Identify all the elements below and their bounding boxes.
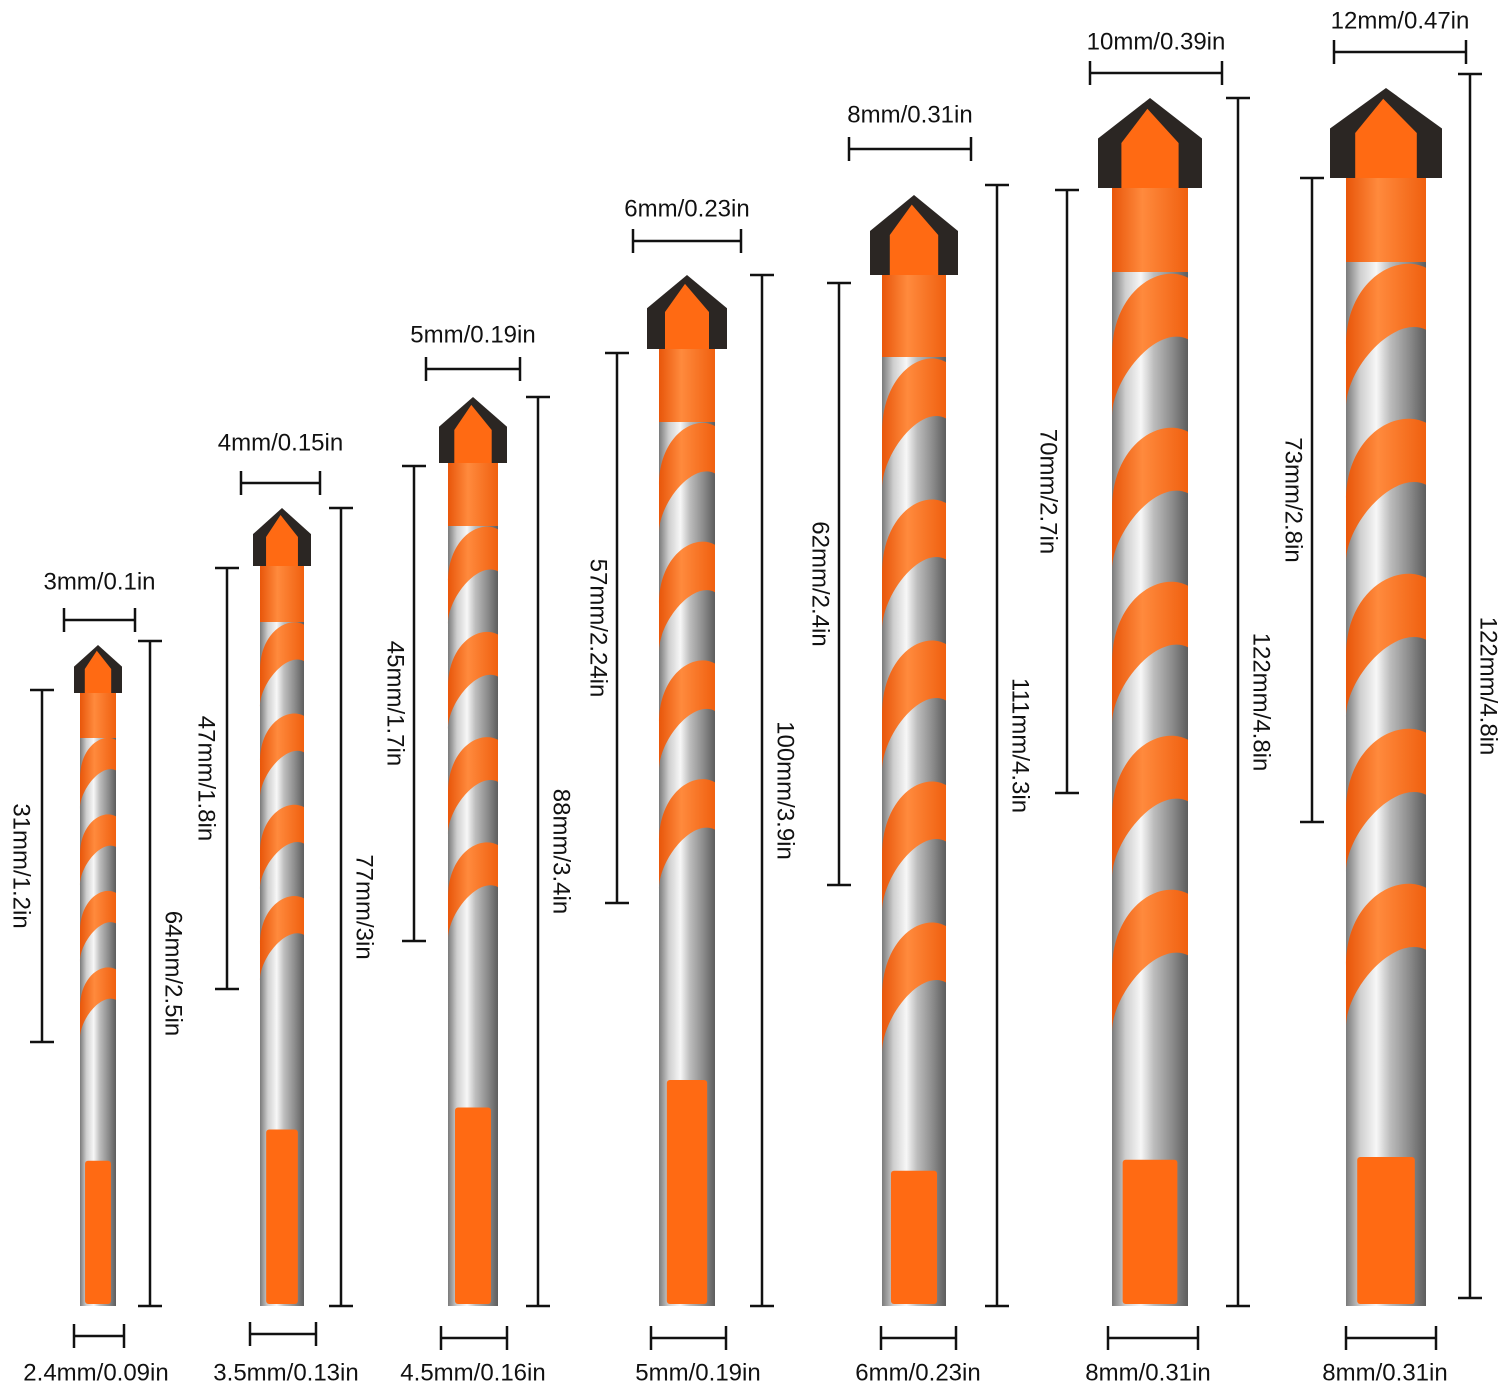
shank-diameter-label: 8mm/0.31in xyxy=(1322,1359,1447,1386)
drill-bit-6: 10mm/0.39in 70mm/2.7in 122mm/4.8in 8mm/0.31… xyxy=(1035,28,1275,1386)
shank-diameter-label: 6mm/0.23in xyxy=(855,1359,980,1386)
bit-flute-band xyxy=(1112,581,1188,725)
shank-flat xyxy=(266,1129,298,1304)
shank-flat xyxy=(85,1160,111,1304)
tip-orange-face xyxy=(266,514,298,566)
flute-length-label: 70mm/2.7in xyxy=(1035,429,1062,554)
shank-flat xyxy=(1122,1159,1178,1304)
shank-diameter-label: 8mm/0.31in xyxy=(1085,1359,1210,1386)
bit-neck xyxy=(80,685,116,738)
total-length-label: 122mm/4.8in xyxy=(1475,617,1500,756)
bit-flute-band xyxy=(260,622,304,707)
shank-flat xyxy=(890,1170,938,1304)
bit-flute-band xyxy=(260,713,304,798)
bit-flute-band xyxy=(1346,883,1426,1028)
bit-flute-band xyxy=(1346,573,1426,718)
drill-bit-1: 3mm/0.1in 31mm/1.2in 64mm/2.5in 2.4mm/0.09i… xyxy=(8,568,187,1386)
total-length-label: 111mm/4.3in xyxy=(1007,678,1034,813)
shank-flat xyxy=(666,1079,708,1304)
shank-diameter-label: 2.4mm/0.09in xyxy=(23,1359,168,1386)
bit-flute-band xyxy=(80,814,116,886)
tip-orange-face xyxy=(1355,98,1417,178)
tip-width-label: 5mm/0.19in xyxy=(410,321,535,348)
bit-flute-band xyxy=(1112,889,1188,1033)
bit-flute-band xyxy=(1112,735,1188,879)
bit-flute-band xyxy=(448,526,498,624)
drill-bit-2: 4mm/0.15in 47mm/1.8in 77mm/3in 3.5mm/0.13in xyxy=(193,429,378,1386)
bit-flute-band xyxy=(80,737,116,809)
tip-width-label: 8mm/0.31in xyxy=(847,101,972,128)
tip-orange-face xyxy=(84,650,112,693)
tip-width-label: 10mm/0.39in xyxy=(1087,28,1226,55)
drill-bit-3: 5mm/0.19in 45mm/1.7in 88mm/3.4in 4.5mm/0.16… xyxy=(382,321,575,1386)
bit-flute-band xyxy=(882,640,946,771)
tip-orange-face xyxy=(889,204,939,275)
tip-orange-face xyxy=(1121,108,1179,188)
tip-width-label: 3mm/0.1in xyxy=(43,568,155,595)
flute-length-label: 62mm/2.4in xyxy=(807,521,834,646)
flute-length-label: 73mm/2.8in xyxy=(1280,437,1307,562)
bit-neck xyxy=(1112,180,1188,272)
shank-flat xyxy=(1357,1156,1415,1304)
bit-neck xyxy=(448,455,498,526)
total-length-label: 122mm/4.8in xyxy=(1248,633,1275,772)
drill-bit-4: 6mm/0.23in 57mm/2.24in 100mm/3.9in 5mm/0.19… xyxy=(585,195,799,1386)
shank-flat xyxy=(455,1107,491,1304)
drill-bit-7: 12mm/0.47in 73mm/2.8in 122mm/4.8in 8mm/0.31… xyxy=(1280,7,1500,1386)
bit-flute-band xyxy=(448,842,498,940)
total-length-label: 88mm/3.4in xyxy=(548,789,575,914)
bit-flute-band xyxy=(1346,263,1426,408)
tip-width-label: 6mm/0.23in xyxy=(624,195,749,222)
bit-flute-band xyxy=(882,499,946,630)
total-length-label: 77mm/3in xyxy=(351,854,378,959)
bit-flute-band xyxy=(659,779,715,890)
bit-flute-band xyxy=(1346,728,1426,873)
bit-flute-band xyxy=(260,895,304,981)
bit-flute-band xyxy=(882,781,946,912)
tip-orange-face xyxy=(454,404,492,463)
shank-diameter-label: 3.5mm/0.13in xyxy=(213,1359,358,1386)
shank-diameter-label: 4.5mm/0.16in xyxy=(400,1359,545,1386)
bit-flute-band xyxy=(1112,273,1188,417)
flute-length-label: 57mm/2.24in xyxy=(585,559,612,698)
drill-bit-5: 8mm/0.31in 62mm/2.4in 111mm/4.3in 6mm/0.23i… xyxy=(807,101,1034,1386)
bit-flute-band xyxy=(659,422,715,533)
flute-length-label: 47mm/1.8in xyxy=(193,716,220,841)
bit-flute-band xyxy=(448,737,498,835)
bit-neck xyxy=(260,558,304,622)
total-length-label: 64mm/2.5in xyxy=(160,911,187,1036)
tip-width-label: 12mm/0.47in xyxy=(1331,7,1470,34)
shank-diameter-label: 5mm/0.19in xyxy=(635,1359,760,1386)
bit-flute-band xyxy=(882,358,946,489)
bit-flute-band xyxy=(260,804,304,890)
bit-neck xyxy=(882,267,946,357)
bit-flute-band xyxy=(882,922,946,1053)
tip-width-label: 4mm/0.15in xyxy=(218,429,343,456)
bit-flute-band xyxy=(448,631,498,730)
bit-neck xyxy=(1346,170,1426,262)
bit-flute-band xyxy=(659,660,715,771)
total-length-label: 100mm/3.9in xyxy=(772,721,799,860)
bit-flute-band xyxy=(659,541,715,652)
flute-length-label: 31mm/1.2in xyxy=(8,803,35,928)
flute-length-label: 45mm/1.7in xyxy=(382,641,409,766)
tip-orange-face xyxy=(665,283,709,349)
bit-flute-band xyxy=(1346,418,1426,563)
bit-flute-band xyxy=(80,890,116,962)
bit-neck xyxy=(659,341,715,422)
bit-flute-band xyxy=(80,967,116,1039)
bit-flute-band xyxy=(1112,427,1188,571)
